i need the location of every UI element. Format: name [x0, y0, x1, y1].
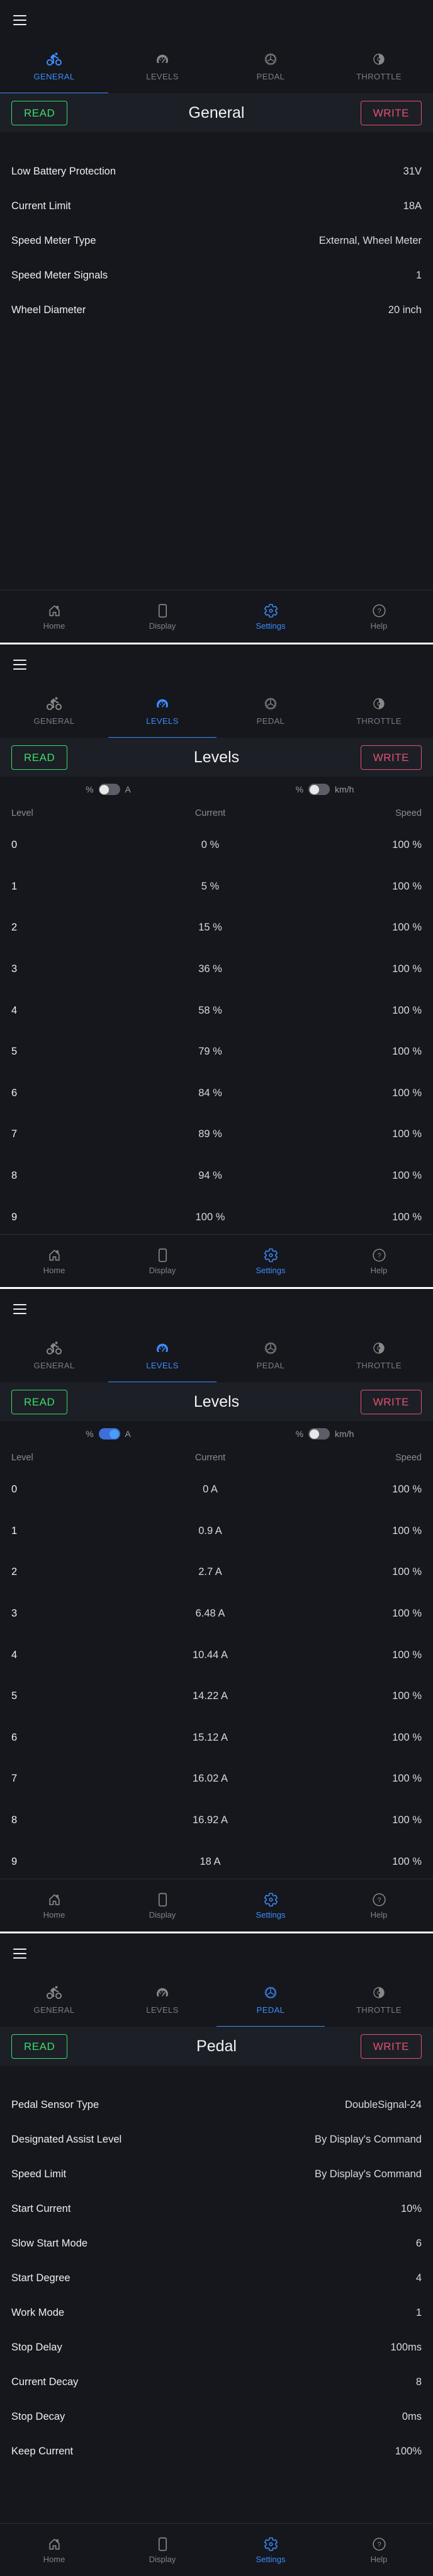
svg-text:?: ? [377, 607, 381, 615]
svg-text:?: ? [377, 1896, 381, 1904]
svg-text:?: ? [377, 1252, 381, 1259]
svg-text:?: ? [377, 2541, 381, 2548]
